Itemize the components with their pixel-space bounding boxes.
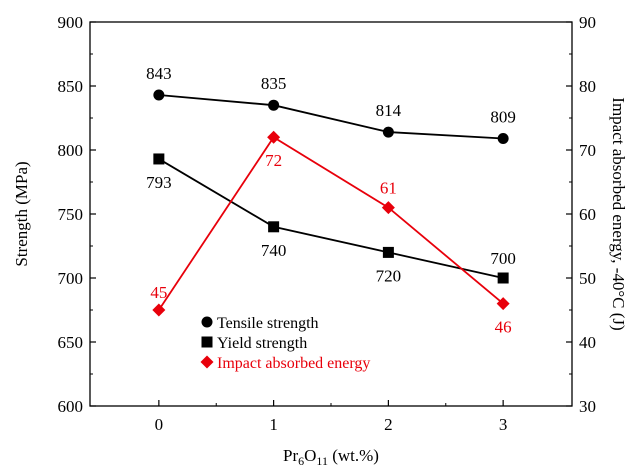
series-line <box>158 94 504 140</box>
data-label: 72 <box>265 151 282 170</box>
x-tick-label: 1 <box>269 415 278 434</box>
data-point <box>382 246 394 258</box>
left-tick-label: 800 <box>58 141 84 160</box>
legend-entry: Impact absorbed energy <box>217 355 370 372</box>
data-labels: 843 835 814 809 793 740 720 700 45 72 61 46 <box>146 64 516 337</box>
x-tick-label: 3 <box>499 415 508 434</box>
data-point <box>153 153 165 165</box>
right-tick-label: 30 <box>579 397 596 416</box>
data-label: 61 <box>380 179 397 198</box>
data-point <box>497 272 509 284</box>
x-axis-title-part: Pr <box>283 446 298 465</box>
right-tick-label: 40 <box>579 333 596 352</box>
data-label: 809 <box>490 107 516 126</box>
left-tick-label: 600 <box>58 397 84 416</box>
legend-entry: Tensile strength <box>217 315 319 332</box>
legend-marker <box>200 355 214 369</box>
right-tick-label: 70 <box>579 141 596 160</box>
left-tick-label: 650 <box>58 333 84 352</box>
right-tick-label: 50 <box>579 269 596 288</box>
series-layer <box>152 89 510 317</box>
data-point <box>496 297 510 311</box>
data-point <box>267 130 281 144</box>
data-label: 46 <box>495 318 512 337</box>
data-label: 843 <box>146 64 172 83</box>
data-point <box>268 99 280 111</box>
x-axis-title-part: (wt.%) <box>328 446 379 465</box>
data-label: 835 <box>261 74 287 93</box>
y-axis-right-title: Impact absorbed energy, -40°C (J) <box>609 97 628 330</box>
right-tick-label: 60 <box>579 205 596 224</box>
legend-entry: Yield strength <box>217 335 307 352</box>
x-tick-label: 2 <box>384 415 393 434</box>
legend: Tensile strength Yield strength Impact abs… <box>200 315 370 372</box>
data-label: 740 <box>261 241 287 260</box>
data-point <box>381 201 395 215</box>
data-label: 45 <box>150 283 167 302</box>
data-label: 700 <box>490 249 516 268</box>
y-axis-left-title: Strength (MPa) <box>12 161 31 266</box>
left-tick-label: 750 <box>58 205 84 224</box>
series-line <box>158 158 504 279</box>
data-label: 814 <box>376 101 402 120</box>
x-tick-label: 0 <box>155 415 164 434</box>
right-tick-label: 80 <box>579 77 596 96</box>
legend-marker <box>201 336 213 348</box>
data-label: 793 <box>146 173 172 192</box>
data-point <box>268 221 280 233</box>
x-axis-title-part: O <box>304 446 316 465</box>
data-label: 720 <box>376 266 402 285</box>
x-axis-title-sub: 6 <box>298 454 304 468</box>
legend-marker <box>201 316 213 328</box>
series-line <box>158 135 504 311</box>
left-tick-label: 900 <box>58 13 84 32</box>
x-axis-title-sub: 11 <box>316 454 328 468</box>
data-point <box>153 89 165 101</box>
data-point <box>497 132 509 144</box>
data-point <box>152 303 166 317</box>
right-tick-label: 90 <box>579 13 596 32</box>
x-axis-title: Pr6O11 (wt.%) <box>283 446 379 468</box>
data-point <box>382 126 394 138</box>
left-tick-label: 700 <box>58 269 84 288</box>
left-tick-label: 850 <box>58 77 84 96</box>
